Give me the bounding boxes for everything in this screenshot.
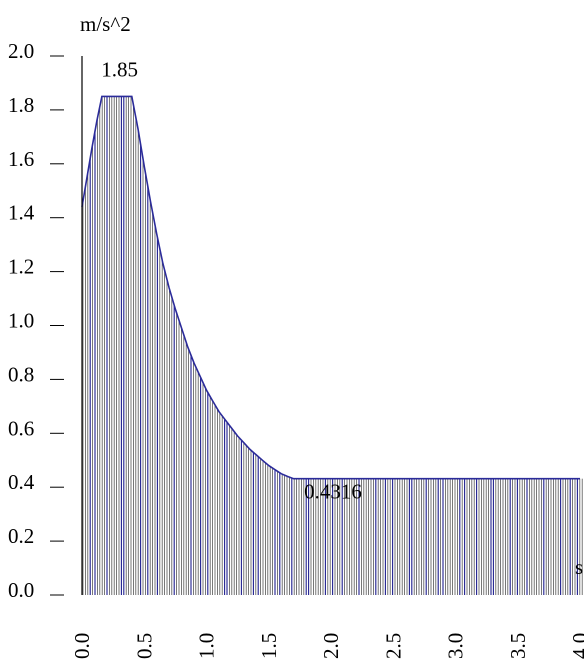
y-axis-unit: m/s^2	[80, 12, 131, 36]
y-tick-label: 1.2	[8, 255, 34, 279]
data-annotation: 0.4316	[304, 480, 362, 504]
x-tick-label: 3.5	[506, 633, 530, 659]
data-annotation: 1.85	[101, 57, 138, 81]
y-tick-label: 2.0	[8, 39, 34, 63]
y-tick-label: 0.6	[8, 416, 34, 440]
x-axis-unit: s	[575, 555, 583, 579]
x-tick-label: 2.0	[319, 633, 343, 659]
x-tick-label: 4.0	[568, 633, 584, 659]
series-line	[81, 95, 580, 480]
x-tick-label: 3.0	[444, 633, 468, 659]
y-tick-label: 0.8	[8, 362, 34, 386]
y-tick-label: 0.4	[8, 470, 35, 494]
y-tick-label: 1.4	[8, 201, 35, 225]
y-axis: 0.0 0.2 0.4 0.6 0.8 1.0 1.2 1.4 1.6 1.8 2.0	[8, 39, 64, 602]
x-tick-label: 1.5	[257, 633, 281, 659]
x-axis: 0.0 0.5 1.0 1.5 2.0 2.5 3.0 3.5 4.0	[70, 633, 584, 659]
x-tick-label: 0.0	[70, 633, 94, 659]
y-tick-label: 1.6	[8, 147, 34, 171]
area-fill	[82, 96, 583, 595]
y-tick-label: 0.2	[8, 524, 34, 548]
annotations: 1.85 0.4316	[101, 57, 362, 503]
x-tick-label: 0.5	[132, 633, 156, 659]
x-tick-label: 1.0	[195, 633, 219, 659]
y-tick-label: 1.8	[8, 93, 34, 117]
x-tick-label: 2.5	[381, 633, 405, 659]
y-tick-label: 1.0	[8, 309, 34, 333]
y-tick-label: 0.0	[8, 578, 34, 602]
